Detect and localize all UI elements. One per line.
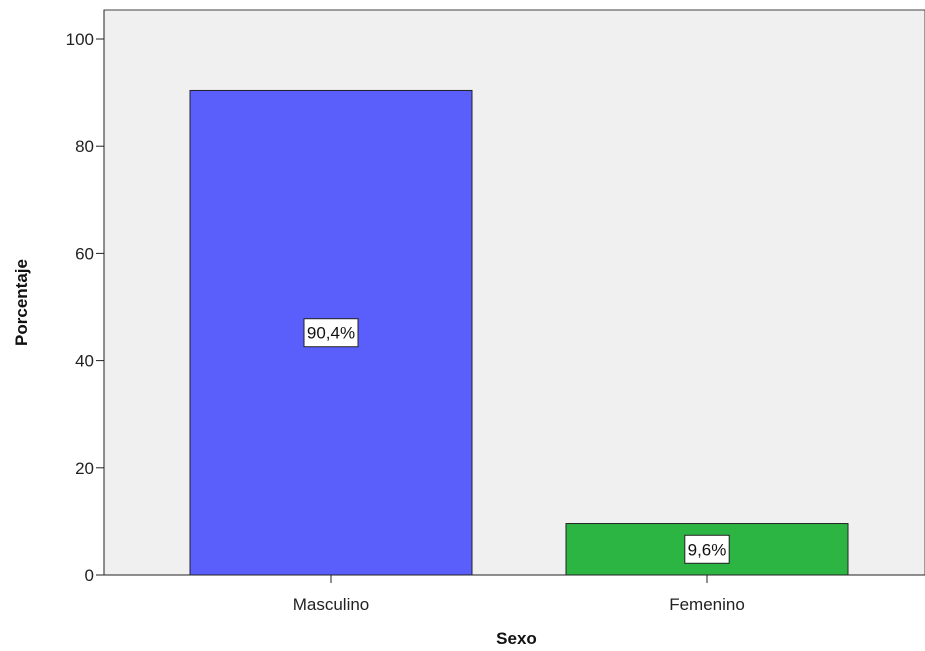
y-tick-label: 80 [75,137,94,156]
y-tick-label: 100 [66,30,94,49]
data-label: 9,6% [684,534,730,564]
y-tick-label: 60 [75,244,94,263]
x-tick-label: Femenino [669,595,745,614]
x-axis: Masculino Femenino [104,574,925,614]
data-label-text: 90,4% [307,324,355,343]
x-tick-label: Masculino [293,595,370,614]
y-axis-title: Porcentaje [12,259,31,346]
data-label-box [684,534,730,564]
x-axis-title: Sexo [496,629,537,648]
y-tick-label: 40 [75,352,94,371]
y-tick-label: 20 [75,459,94,478]
y-tick-label: 0 [85,566,94,585]
data-label: 90,4% [303,318,359,348]
y-axis: 0 20 40 60 80 100 [66,10,105,585]
data-label-box [303,318,359,348]
data-label-text: 9,6% [688,540,727,559]
data-labels-layer: 90,4% 9,6% [303,318,730,564]
